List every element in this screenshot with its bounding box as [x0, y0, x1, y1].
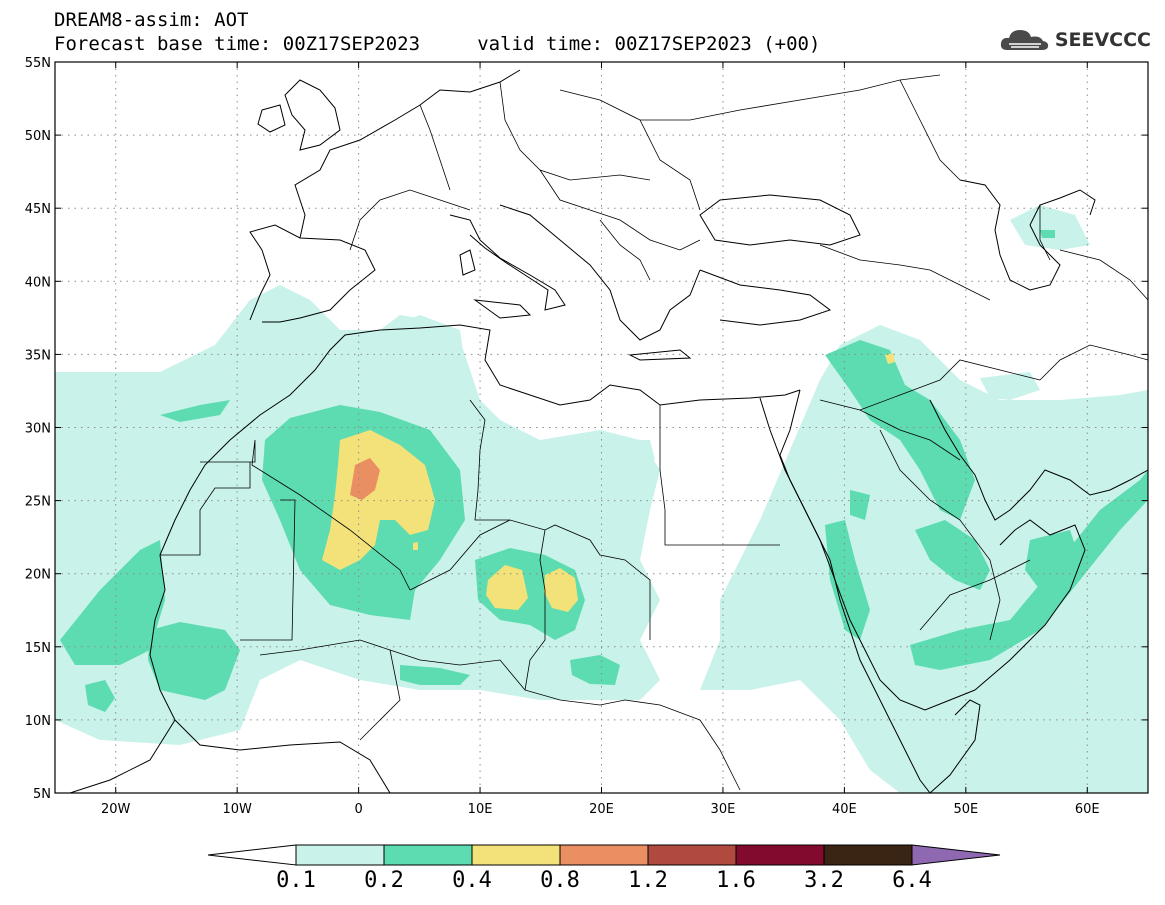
colorbar-label: 0.8 — [540, 868, 580, 893]
cloud-icon — [1000, 30, 1048, 50]
colorbar-swatch — [295, 844, 385, 866]
lat-tick-label: 55N — [25, 56, 51, 71]
lon-tick-label: 10E — [468, 802, 493, 817]
logo-text: SEEVCCC — [1054, 29, 1151, 51]
colorbar-over-triangle — [911, 844, 1001, 866]
seevccc-logo: SEEVCCC — [999, 26, 1151, 54]
lon-tick-label: 40E — [832, 802, 857, 817]
lon-tick-label: 30E — [711, 802, 736, 817]
gridlines — [55, 62, 1148, 793]
colorbar-label: 0.4 — [452, 868, 492, 893]
lon-tick-label: 60E — [1075, 802, 1100, 817]
colorbar-label: 3.2 — [804, 868, 844, 893]
lat-tick-label: 15N — [25, 641, 51, 656]
lat-tick-label: 35N — [25, 348, 51, 363]
lon-labels: 20W 10W 0 10E 20E 30E 40E 50E 60E — [101, 802, 1100, 817]
map-ticks — [55, 61, 1148, 794]
lon-tick-label: 20W — [101, 802, 131, 817]
lon-tick-label: 10W — [222, 802, 252, 817]
colorbar-label: 1.2 — [628, 868, 668, 893]
lat-tick-label: 20N — [25, 568, 51, 583]
colorbar-swatch — [647, 844, 737, 866]
lat-tick-label: 50N — [25, 129, 51, 144]
colorbar-label: 6.4 — [892, 868, 932, 893]
colorbar-swatch — [823, 844, 913, 866]
colorbar-under-triangle — [207, 844, 297, 866]
colorbar-swatch — [735, 844, 825, 866]
colorbar-swatch — [383, 844, 473, 866]
colorbar-label: 0.2 — [364, 868, 404, 893]
colorbar-swatch — [559, 844, 649, 866]
lat-tick-label: 25N — [25, 495, 51, 510]
colorbar-swatch — [471, 844, 561, 866]
lat-tick-label: 5N — [33, 787, 51, 802]
lat-tick-label: 45N — [25, 202, 51, 217]
lon-tick-label: 50E — [953, 802, 978, 817]
colorbar-label: 0.1 — [276, 868, 316, 893]
lon-tick-label: 0 — [354, 802, 362, 817]
country-borders — [160, 74, 1148, 791]
colorbar — [207, 844, 1001, 866]
lat-tick-label: 30N — [25, 422, 51, 437]
lon-tick-label: 20E — [589, 802, 614, 817]
chart-title: DREAM8-assim: AOT — [54, 9, 249, 31]
colorbar-label: 1.6 — [716, 868, 756, 893]
lat-labels: 55N 50N 45N 40N 35N 30N 25N 20N 15N 10N 5N — [25, 56, 51, 802]
lat-tick-label: 40N — [25, 275, 51, 290]
aot-field — [55, 205, 1148, 793]
lat-tick-label: 10N — [25, 714, 51, 729]
coastlines — [69, 69, 1148, 793]
forecast-time-line: Forecast base time: 00Z17SEP2023 valid t… — [54, 33, 821, 55]
